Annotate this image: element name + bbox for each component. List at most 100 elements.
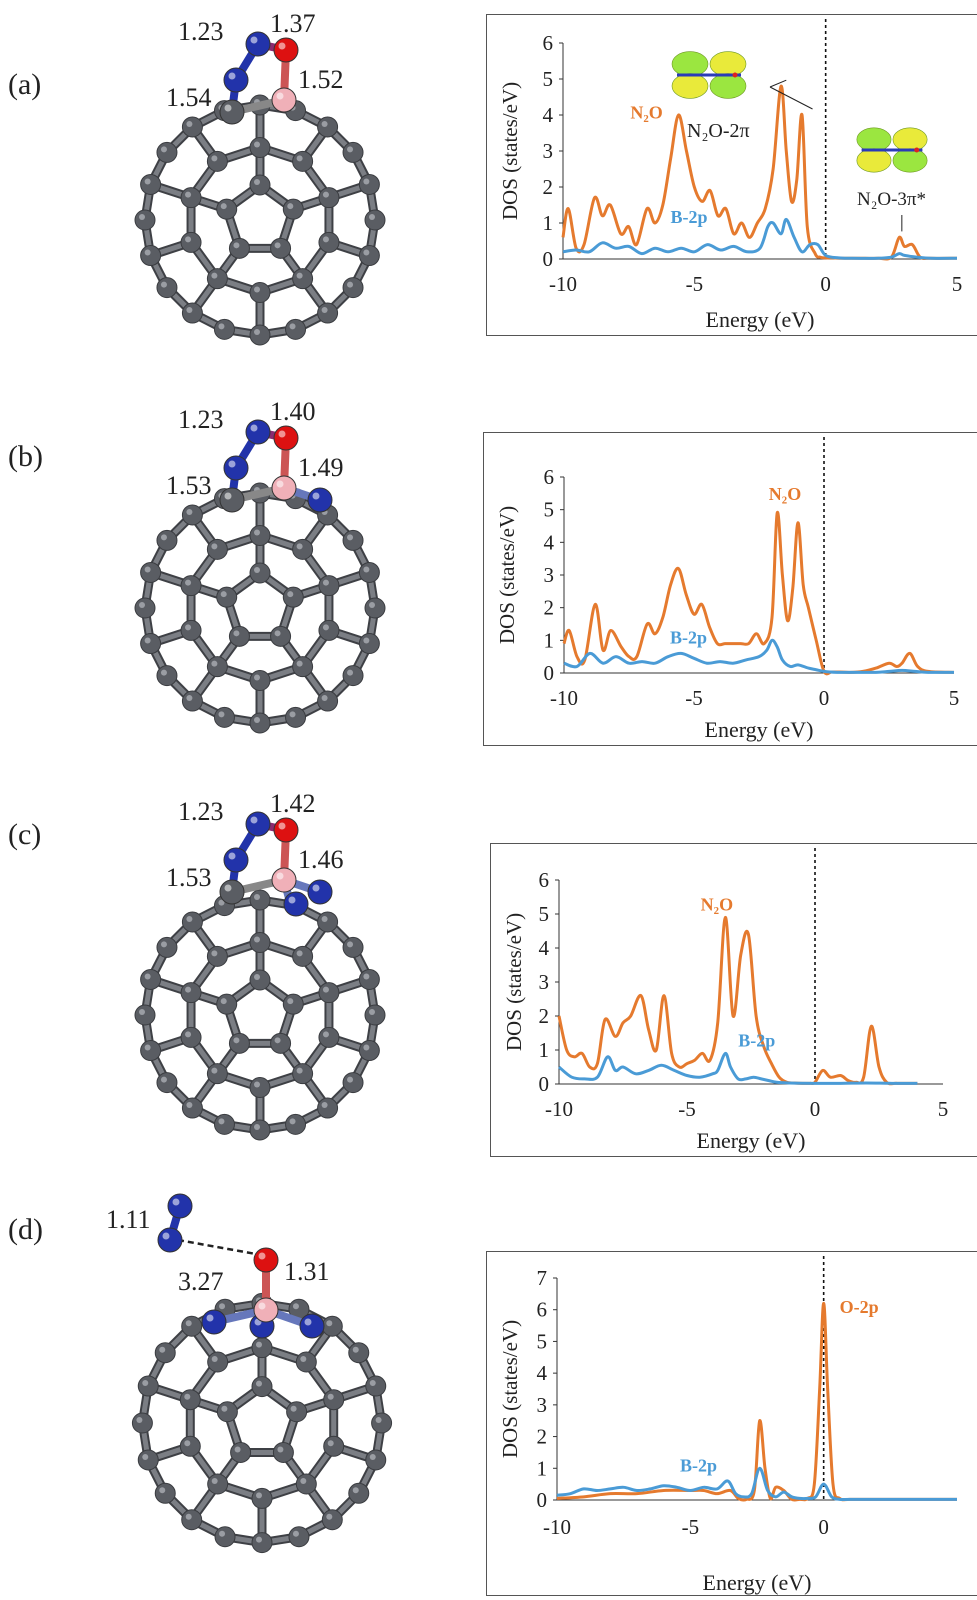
- y-tick-label: 3: [544, 563, 555, 587]
- series-line: [562, 511, 955, 676]
- atom-highlight: [322, 191, 329, 198]
- y-tick-label: 7: [537, 1266, 548, 1290]
- panel-label-a: (a): [8, 68, 42, 101]
- series-line: [561, 84, 958, 261]
- atom-highlight: [219, 1303, 226, 1310]
- carbon-atom: [285, 1113, 307, 1135]
- fullerene-cage: [134, 94, 386, 346]
- x-tick-label: -5: [686, 272, 704, 296]
- dos-chart-d: 0 1 2 3 4 5 6 7 -10 -5 0 Energy (eV) DOS (states/eV)…: [486, 1251, 977, 1596]
- atom-highlight: [322, 1031, 329, 1038]
- series-line: [562, 217, 958, 260]
- carbon-atom: [156, 665, 178, 687]
- carbon-atom: [317, 1097, 339, 1119]
- atom-highlight: [144, 178, 151, 185]
- atom-highlight: [296, 155, 303, 162]
- atom-highlight: [256, 1380, 262, 1387]
- atom-highlight: [363, 973, 370, 980]
- atom-highlight: [185, 191, 192, 198]
- carbon-atom: [249, 889, 271, 911]
- carbon-atom: [317, 690, 339, 712]
- carbon-atom: [364, 209, 386, 231]
- carbon-atom: [292, 1063, 314, 1085]
- series-line: [556, 1466, 957, 1502]
- atom-highlight: [224, 492, 232, 500]
- atom-highlight: [289, 323, 296, 330]
- atom-highlight: [185, 1031, 192, 1038]
- nitrogen-atom: [223, 847, 249, 873]
- carbon-atom: [228, 237, 250, 259]
- y-tick-label: 5: [543, 67, 554, 91]
- carbon-atom: [292, 150, 314, 172]
- carbon-atom: [292, 268, 314, 290]
- bond-length-label: 1.53: [166, 863, 212, 892]
- carbon-atom: [156, 529, 178, 551]
- y-tick-label: 1: [539, 1038, 550, 1062]
- series-line: [558, 1051, 918, 1085]
- x-tick-label: 0: [820, 272, 831, 296]
- carbon-atom: [180, 982, 202, 1004]
- atom-highlight: [363, 566, 370, 573]
- atom-highlight: [274, 630, 281, 637]
- atom-highlight: [254, 936, 260, 943]
- atom-highlight: [186, 695, 193, 702]
- boron-atom: [271, 475, 297, 501]
- carbon-atom: [206, 656, 228, 678]
- y-tick-label: 5: [539, 902, 550, 926]
- series-label: N₂O: [769, 484, 801, 504]
- atom-highlight: [162, 1232, 170, 1240]
- atom-highlight: [144, 566, 151, 573]
- y-tick-label: 4: [543, 103, 554, 127]
- carbon-atom: [348, 1342, 370, 1364]
- y-tick-label: 0: [544, 661, 555, 685]
- carbon-atom: [216, 586, 238, 608]
- x-tick-label: 0: [810, 1097, 821, 1121]
- atom-highlight: [218, 1118, 225, 1125]
- bond-length-label: 1.42: [270, 789, 316, 818]
- bond-length-label: 1.40: [270, 397, 316, 426]
- atom-highlight: [369, 214, 375, 220]
- carbon-atom: [140, 633, 162, 655]
- atom-highlight: [347, 281, 354, 288]
- carbon-atom: [140, 173, 162, 195]
- atom-highlight: [218, 323, 225, 330]
- carbon-atom: [249, 670, 271, 691]
- atom-highlight: [369, 1009, 375, 1015]
- y-tick-label: 4: [544, 530, 555, 554]
- carbon-atom: [131, 1412, 153, 1434]
- series-line: [563, 638, 955, 674]
- carbon-atom: [249, 1119, 271, 1141]
- atom-highlight: [211, 1067, 218, 1074]
- atom-highlight: [347, 534, 354, 541]
- series-label: B-2p: [670, 207, 707, 227]
- atom-highlight: [142, 1453, 149, 1460]
- annotation-2pi: N₂O-2π: [687, 120, 750, 142]
- atom-highlight: [290, 1405, 297, 1412]
- fullerene-cage: [134, 482, 386, 734]
- carbon-atom: [181, 1097, 203, 1119]
- atom-highlight: [250, 424, 258, 432]
- carbon-atom: [365, 1449, 387, 1471]
- carbon-atom: [251, 1532, 273, 1554]
- carbon-atom: [213, 1113, 235, 1135]
- carbon-atom: [318, 982, 340, 1004]
- bond-length-label: 1.53: [166, 471, 212, 500]
- atom-highlight: [369, 602, 375, 608]
- y-tick-label: 6: [539, 868, 550, 892]
- bond-length-label: 3.27: [178, 1267, 224, 1296]
- carbon-atom: [213, 318, 235, 340]
- atom-highlight: [139, 214, 145, 220]
- y-tick-label: 4: [537, 1361, 548, 1385]
- orbital-lobe: [892, 127, 928, 152]
- atom-highlight: [185, 1513, 192, 1520]
- orbital-lobe: [709, 73, 747, 99]
- dos-plot-c: 0 1 2 3 4 5 6 -10 -5 0 5 Energy (eV) DOS (states/eV)…: [502, 848, 948, 1153]
- annotation-3pi: N₂O-3π*: [857, 189, 926, 210]
- atom-highlight: [296, 543, 303, 550]
- x-axis-title: Energy (eV): [706, 307, 815, 332]
- carbon-atom: [180, 187, 202, 209]
- bond-length-label: 1.54: [166, 83, 212, 112]
- carbon-atom: [292, 538, 314, 560]
- carbon-atom: [249, 969, 271, 991]
- orbital-oxygen: [732, 72, 738, 78]
